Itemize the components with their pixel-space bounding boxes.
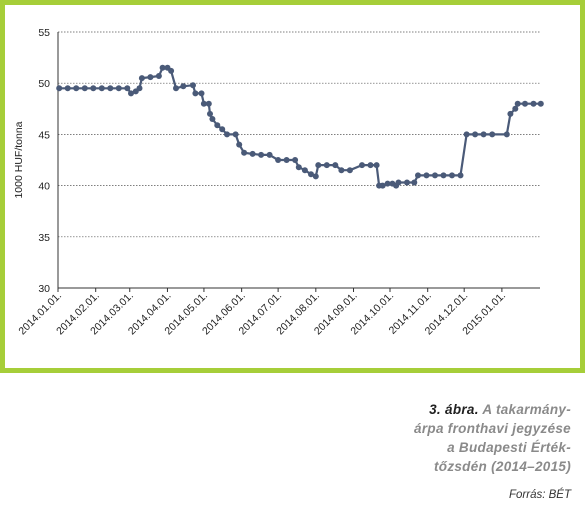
caption-line-4: tőzsdén (2014–2015) <box>433 459 571 474</box>
data-point <box>224 131 230 138</box>
data-point <box>283 157 290 163</box>
y-tick-label: 35 <box>38 232 50 244</box>
data-point <box>241 149 248 156</box>
data-point <box>489 131 496 138</box>
data-point <box>522 100 528 107</box>
data-point <box>449 172 455 179</box>
data-point <box>266 151 273 158</box>
data-point <box>301 167 308 174</box>
caption-line-2: árpa fronthavi jegyzése <box>414 421 571 436</box>
data-point <box>64 85 71 92</box>
data-point <box>115 85 122 92</box>
caption-line-1: A takarmány- <box>482 402 571 417</box>
caption-line-3: a Budapesti Érték- <box>447 440 571 455</box>
data-point <box>56 85 63 92</box>
data-point <box>209 116 216 122</box>
data-point <box>295 164 302 171</box>
data-point <box>423 172 430 179</box>
data-point <box>395 179 402 186</box>
data-point <box>232 131 239 138</box>
data-point <box>373 162 380 169</box>
data-point <box>155 73 162 79</box>
data-point <box>384 180 391 187</box>
data-point <box>168 67 175 74</box>
data-point <box>480 131 487 138</box>
series-line <box>59 66 541 187</box>
data-point <box>200 100 207 107</box>
data-point <box>332 162 339 169</box>
y-tick-label: 55 <box>38 27 50 39</box>
y-tick-label: 50 <box>38 78 50 90</box>
y-tick-label: 45 <box>38 129 50 141</box>
data-point <box>514 100 521 107</box>
data-point <box>258 151 265 158</box>
chart-frame <box>0 0 585 373</box>
data-point <box>432 172 438 179</box>
data-point <box>530 100 537 107</box>
data-point <box>472 131 479 138</box>
data-point <box>315 162 322 169</box>
data-point <box>136 85 143 92</box>
data-point <box>512 105 519 112</box>
data-point <box>440 172 447 179</box>
y-tick-label: 30 <box>38 283 50 295</box>
data-point <box>192 90 199 97</box>
data-point <box>173 85 179 92</box>
data-point <box>338 167 345 174</box>
data-point <box>236 141 243 148</box>
data-point <box>98 85 105 92</box>
y-axis-label: 1000 HUF/tonna <box>13 121 25 198</box>
data-point <box>90 85 97 92</box>
data-point <box>379 182 386 189</box>
data-point <box>214 122 221 129</box>
data-point <box>411 179 418 186</box>
data-point <box>73 85 80 92</box>
data-point <box>359 162 365 169</box>
data-point <box>367 162 374 169</box>
data-point <box>159 64 166 71</box>
data-point <box>275 157 282 163</box>
data-point <box>507 110 514 117</box>
data-point <box>249 150 256 157</box>
data-point <box>147 74 154 81</box>
source-note: Forrás: BÉT <box>509 489 571 501</box>
data-point <box>404 179 410 186</box>
figure-caption: 3. ábra. A takarmány- árpa fronthavi jeg… <box>351 400 571 476</box>
data-point <box>207 110 213 117</box>
data-point <box>537 100 544 107</box>
data-point <box>138 75 145 82</box>
data-point <box>190 82 196 89</box>
data-point <box>205 100 212 107</box>
y-tick-label: 40 <box>38 181 50 193</box>
data-point <box>323 162 330 169</box>
data-point <box>124 85 131 92</box>
data-point <box>415 172 421 179</box>
data-point <box>308 171 314 178</box>
data-point <box>81 85 88 92</box>
data-point <box>128 90 134 97</box>
data-point <box>107 85 114 92</box>
data-point <box>292 157 299 163</box>
data-point <box>346 167 353 174</box>
data-point <box>219 126 226 133</box>
caption-number: 3. ábra. <box>429 402 479 417</box>
data-point <box>312 173 319 180</box>
data-point <box>198 90 205 97</box>
data-point <box>180 83 187 90</box>
data-point <box>457 172 464 179</box>
data-point <box>503 131 510 138</box>
data-point <box>463 131 470 138</box>
